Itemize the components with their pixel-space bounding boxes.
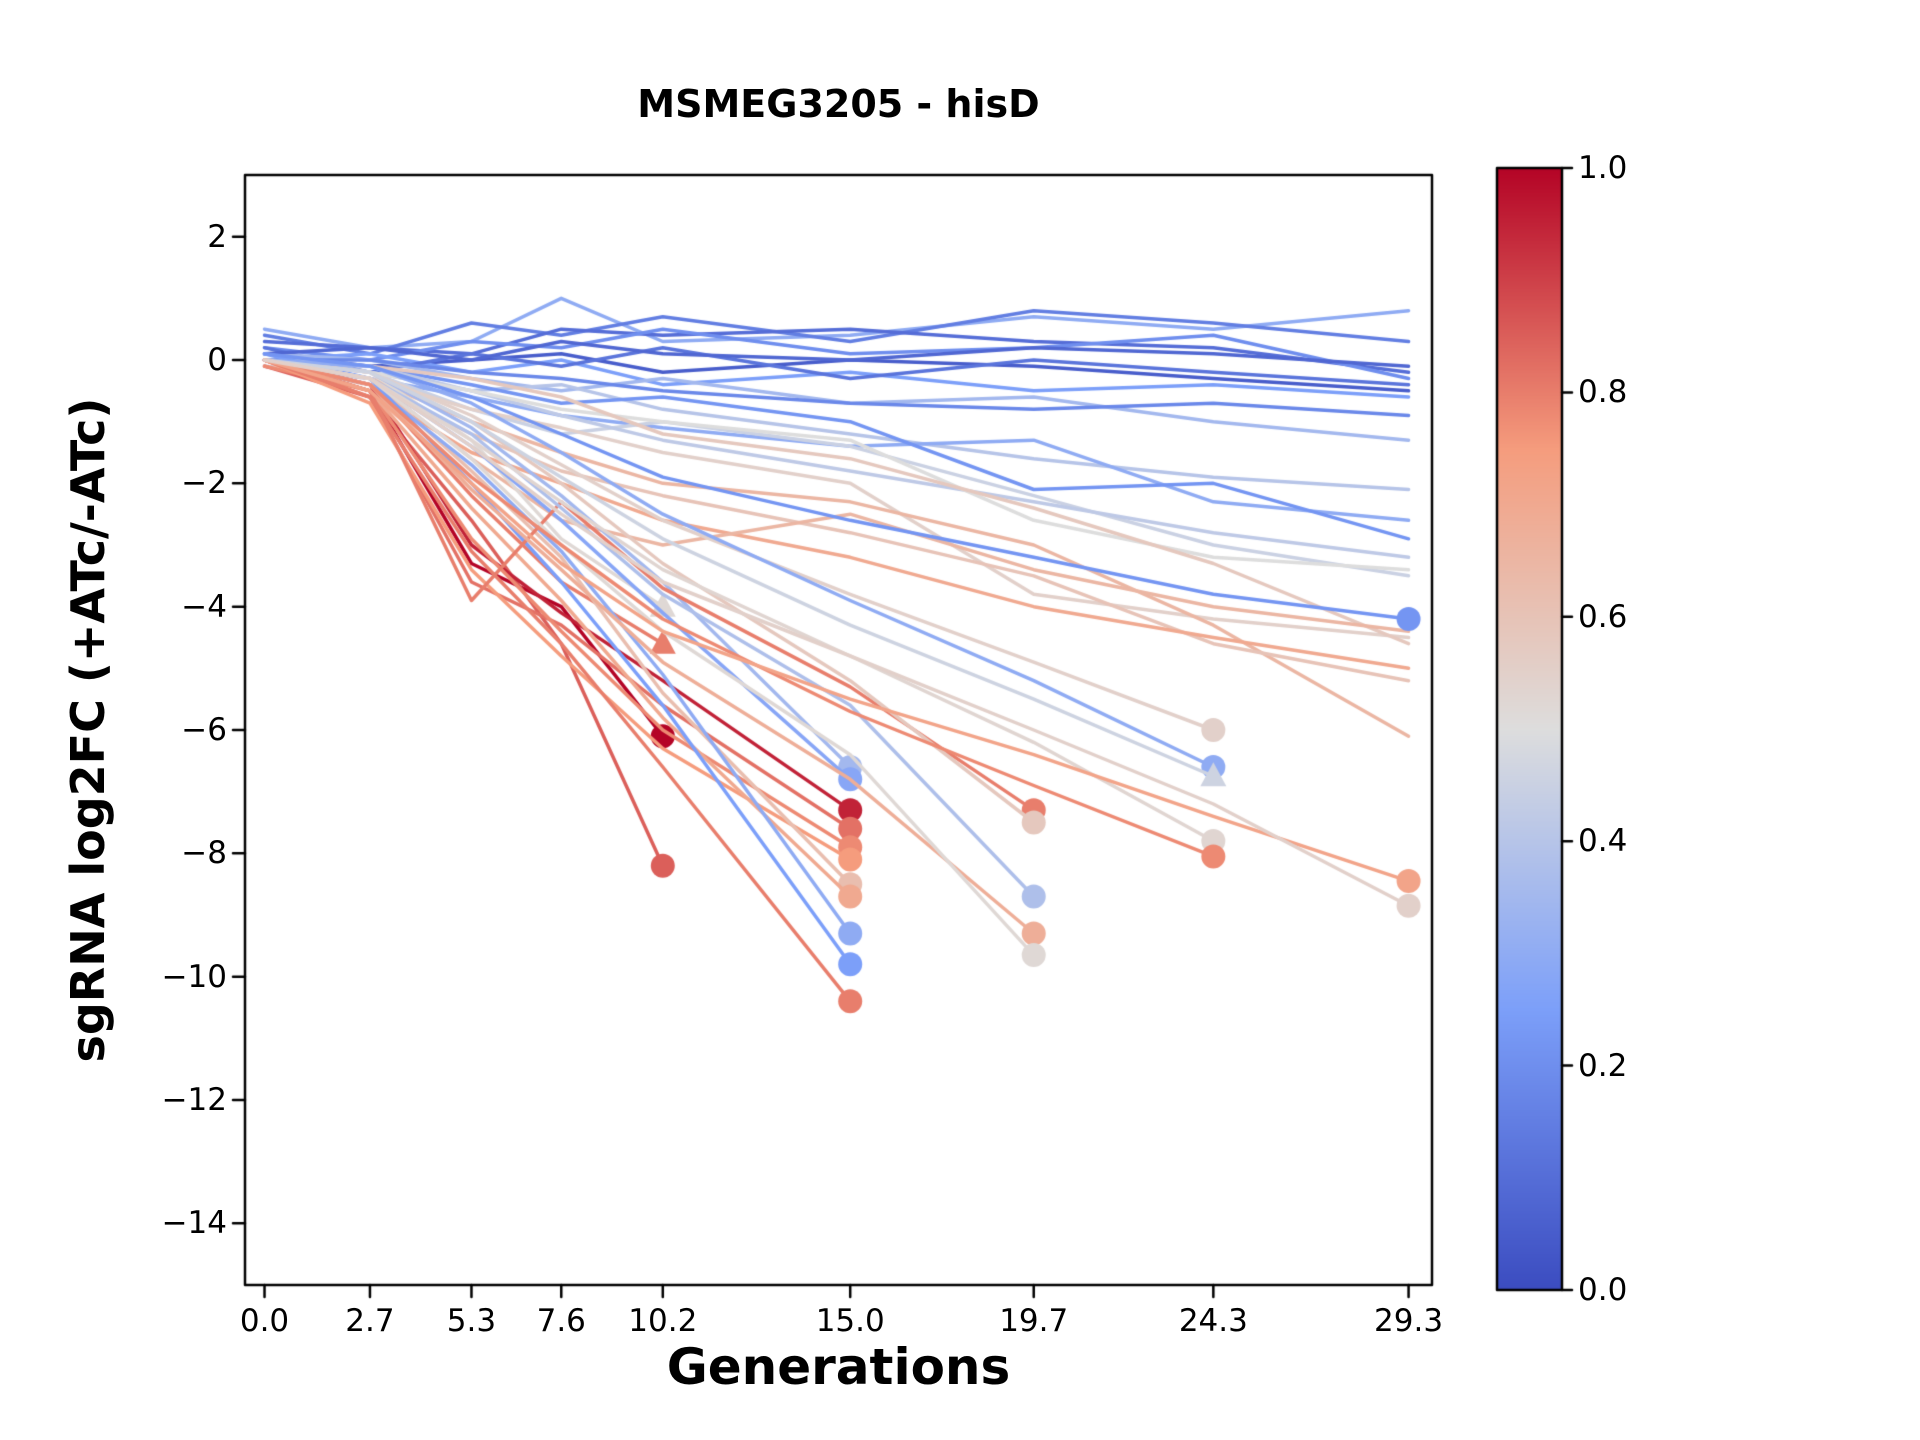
x-tick-label: 7.6 <box>536 1303 586 1339</box>
y-tick-label: −14 <box>161 1205 227 1242</box>
x-tick-label: 29.3 <box>1374 1303 1444 1339</box>
y-tick-label: −10 <box>161 958 227 995</box>
colorbar-tick-label: 0.8 <box>1578 374 1628 411</box>
colorbar-tick-label: 0.6 <box>1578 598 1628 635</box>
y-tick-label: −8 <box>181 835 227 872</box>
x-tick-label: 10.2 <box>628 1303 698 1339</box>
x-tick-label: 15.0 <box>815 1303 885 1339</box>
colorbar-tick-label: 1.0 <box>1578 150 1628 186</box>
y-tick-label: −4 <box>181 588 227 625</box>
y-axis-label: sgRNA log2FC (+ATc/-ATc) <box>61 397 115 1063</box>
y-tick-label: 0 <box>207 342 227 378</box>
y-tick-label: −6 <box>181 712 227 748</box>
x-axis-label: Generations <box>666 1338 1011 1396</box>
colorbar-tick-label: 0.4 <box>1578 823 1628 860</box>
x-tick-label: 5.3 <box>446 1303 497 1339</box>
x-tick-label: 24.3 <box>1178 1303 1248 1339</box>
x-tick-label: 2.7 <box>345 1303 395 1339</box>
y-tick-label: −12 <box>161 1082 227 1118</box>
x-tick-label: 0.0 <box>239 1303 290 1339</box>
y-tick-label: −2 <box>181 465 227 502</box>
colorbar-tick-label: 0.0 <box>1578 1272 1628 1308</box>
chart-title: MSMEG3205 - hisD <box>637 82 1040 126</box>
y-tick-label: 2 <box>207 218 227 255</box>
x-tick-label: 19.7 <box>999 1303 1069 1339</box>
colorbar-tick-label: 0.2 <box>1578 1047 1628 1084</box>
